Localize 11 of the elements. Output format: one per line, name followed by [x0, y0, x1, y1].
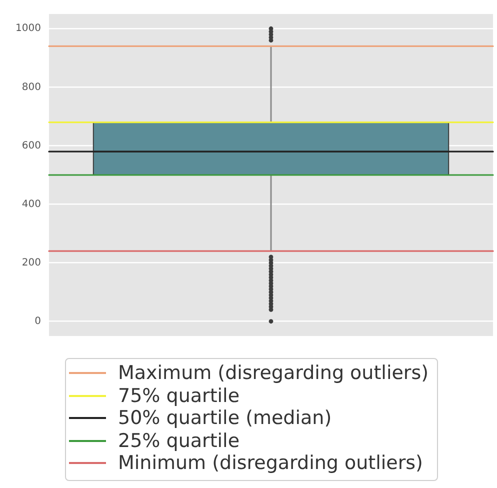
y-tick-label: 200 — [22, 257, 41, 268]
y-tick-label: 400 — [22, 198, 41, 210]
legend-label: Minimum (disregarding outliers) — [118, 452, 423, 474]
y-tick-label: 600 — [22, 140, 41, 152]
legend-label: Maximum (disregarding outliers) — [118, 362, 429, 384]
legend-label: 25% quartile — [118, 430, 240, 452]
y-tick-label: 0 — [34, 316, 41, 327]
legend-label: 50% quartile (median) — [118, 407, 332, 430]
legend-label: 75% quartile — [118, 384, 240, 407]
y-tick-label: 800 — [22, 82, 41, 93]
y-tick-label: 1000 — [16, 23, 41, 34]
